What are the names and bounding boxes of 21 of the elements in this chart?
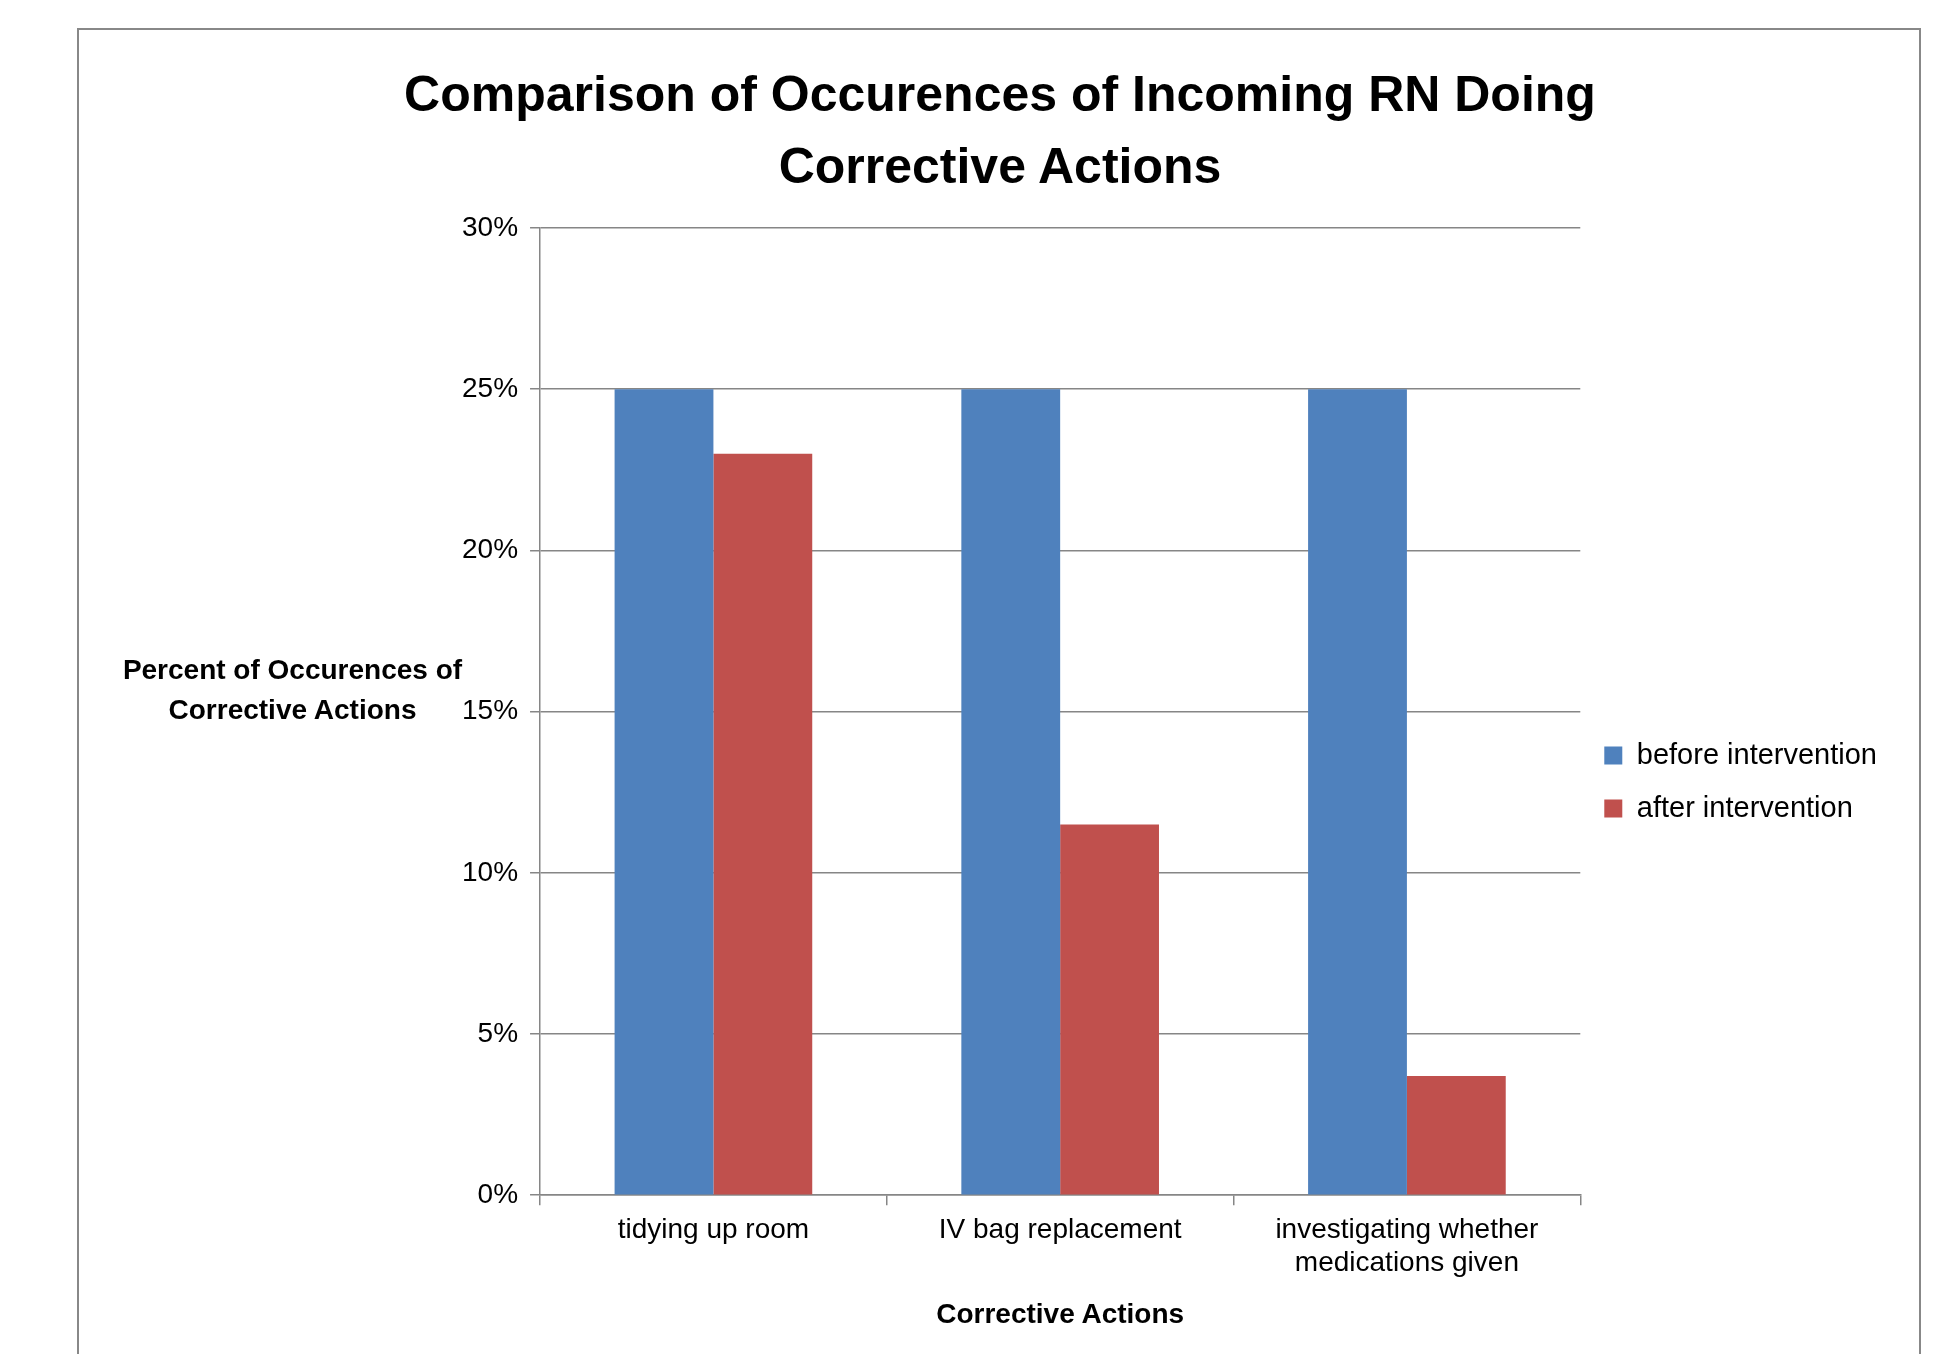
x-tick-label: investigating whether medications given: [1275, 1212, 1539, 1278]
y-tick-label: 15%: [461, 694, 519, 726]
y-tick-label: 30%: [461, 210, 519, 242]
chart-title: Comparison of Occurences of Incoming RN Doing Corrective Actions: [403, 65, 1597, 196]
bar: [1308, 389, 1407, 1195]
bar: [713, 453, 813, 1195]
bar: [961, 389, 1061, 1195]
legend-label: after intervention: [1636, 790, 1853, 823]
y-tick-label: 5%: [477, 1016, 519, 1048]
y-tick-label: 10%: [461, 855, 519, 887]
legend-label: before intervention: [1636, 737, 1878, 770]
bar: [1406, 1075, 1506, 1195]
y-tick-label: 0%: [477, 1177, 519, 1209]
y-tick-label: 25%: [461, 371, 519, 403]
x-axis-title: Corrective Actions: [936, 1297, 1185, 1329]
x-tick-label: tidying up room: [617, 1212, 810, 1244]
bar: [614, 389, 714, 1195]
x-tick-label: IV bag replacement: [938, 1212, 1182, 1244]
bar: [1060, 824, 1159, 1195]
y-tick-label: 20%: [461, 533, 519, 565]
y-axis-title: Percent of Occurences of Corrective Actions: [122, 654, 463, 725]
